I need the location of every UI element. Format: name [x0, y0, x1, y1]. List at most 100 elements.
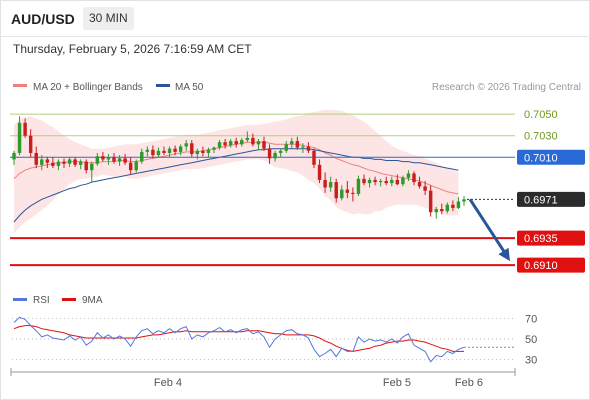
forecast-arrow-shaft [468, 198, 509, 257]
bollinger-band-layer [14, 109, 459, 233]
candle-body [128, 162, 133, 171]
candle-body [278, 150, 283, 153]
candle-body [62, 161, 66, 164]
ma9-legend-label: 9MA [82, 295, 103, 306]
ma50-legend-label: MA 50 [175, 82, 204, 93]
candle-body [173, 148, 177, 152]
candle-body [28, 135, 33, 153]
candle-body [362, 178, 366, 184]
candle-body [440, 209, 444, 212]
candle-body [201, 150, 205, 153]
candle-body [384, 180, 388, 184]
candles-layer [12, 116, 466, 219]
candle-body [312, 150, 316, 165]
candle-body [78, 161, 83, 165]
candle-body [273, 152, 277, 159]
candle-body [451, 204, 455, 208]
candle-body [267, 148, 272, 159]
candle-body [334, 182, 338, 199]
candle-body [45, 159, 50, 163]
x-axis-label: Feb 4 [154, 377, 182, 389]
rsi-line [13, 316, 465, 363]
resistance-level-label: 0.7050 [524, 109, 558, 121]
candle-body [251, 137, 255, 145]
candle-body [317, 164, 322, 180]
rsi-tick-label: 50 [525, 334, 537, 346]
rsi-tick-label: 70 [525, 313, 537, 325]
rsi-legend: RSI 9MA [13, 295, 103, 306]
candle-body [190, 143, 194, 155]
candle-body [256, 141, 261, 145]
ma50-legend-swatch [156, 84, 170, 87]
timeframe-button[interactable]: 30 MIN [83, 7, 134, 30]
candle-body [12, 152, 16, 160]
candle-body [51, 162, 55, 166]
header-bar: AUD/USD 30 MIN [0, 0, 590, 37]
candle-body [428, 190, 433, 213]
candle-body [417, 182, 422, 187]
candle-body [162, 150, 166, 153]
support-level-label: 0.6935 [524, 233, 558, 245]
candle-body [217, 142, 222, 148]
bollinger-band-area [14, 109, 459, 233]
candle-body [178, 146, 183, 152]
candle-body [234, 141, 238, 145]
candle-body [456, 201, 461, 208]
candle-body [40, 159, 44, 165]
forecast-layer [468, 198, 510, 262]
candle-body [17, 122, 22, 153]
candle-body [284, 144, 288, 151]
candle-body [73, 159, 77, 165]
rsi-legend-label: RSI [33, 295, 50, 306]
candle-body [145, 149, 150, 152]
rsi-panel: 70 50 30 [12, 313, 537, 367]
candle-body [101, 156, 105, 160]
candle-body [23, 122, 27, 136]
candle-body [56, 161, 61, 166]
candle-body [67, 159, 72, 164]
candle-body [401, 177, 405, 185]
candle-body [412, 173, 416, 183]
candle-body [340, 189, 344, 199]
chart-legend: MA 20 + Bollinger Bands MA 50 Research ©… [13, 82, 581, 93]
candle-body [423, 186, 427, 191]
candle-body [406, 173, 411, 178]
candle-body [184, 143, 188, 147]
candle-body [328, 182, 333, 188]
copyright-credit: Research © 2026 Trading Central [432, 82, 581, 93]
candle-body [95, 156, 100, 164]
symbol-title: AUD/USD [11, 11, 75, 27]
x-axis-label: Feb 5 [383, 377, 411, 389]
candle-body [245, 137, 250, 141]
resistance-level-label: 0.7030 [524, 131, 558, 143]
support-level-label: 0.6910 [524, 260, 558, 272]
timestamp: Thursday, February 5, 2026 7:16:59 AM CE… [13, 42, 252, 56]
candle-body [212, 147, 216, 150]
candle-body [462, 199, 466, 202]
support-level-label-box [517, 257, 585, 273]
candle-body [295, 141, 300, 148]
candle-body [167, 148, 172, 153]
candle-body [112, 157, 116, 162]
ma20-legend-swatch [13, 84, 27, 87]
candle-body [390, 179, 394, 184]
candle-body [445, 204, 450, 212]
pivot-level-label-box [517, 149, 585, 165]
price-levels-layer: 0.7050 0.7030 0.7010 0.6971 0.6935 0.6910 [10, 109, 585, 273]
forecast-arrow-head [498, 247, 510, 262]
candle-body [206, 149, 211, 153]
candle-body [345, 189, 350, 193]
candle-body [134, 161, 138, 171]
candle-body [140, 151, 144, 162]
candle-body [395, 179, 400, 185]
candle-body [84, 161, 88, 171]
candle-body [373, 179, 377, 183]
candle-body [228, 141, 233, 146]
x-axis: Feb 4 Feb 5 Feb 6 [10, 368, 516, 389]
candle-body [323, 179, 327, 188]
candle-body [434, 209, 438, 213]
candle-body [106, 157, 111, 160]
rsi-legend-swatch [13, 298, 27, 301]
candle-body [351, 192, 355, 194]
